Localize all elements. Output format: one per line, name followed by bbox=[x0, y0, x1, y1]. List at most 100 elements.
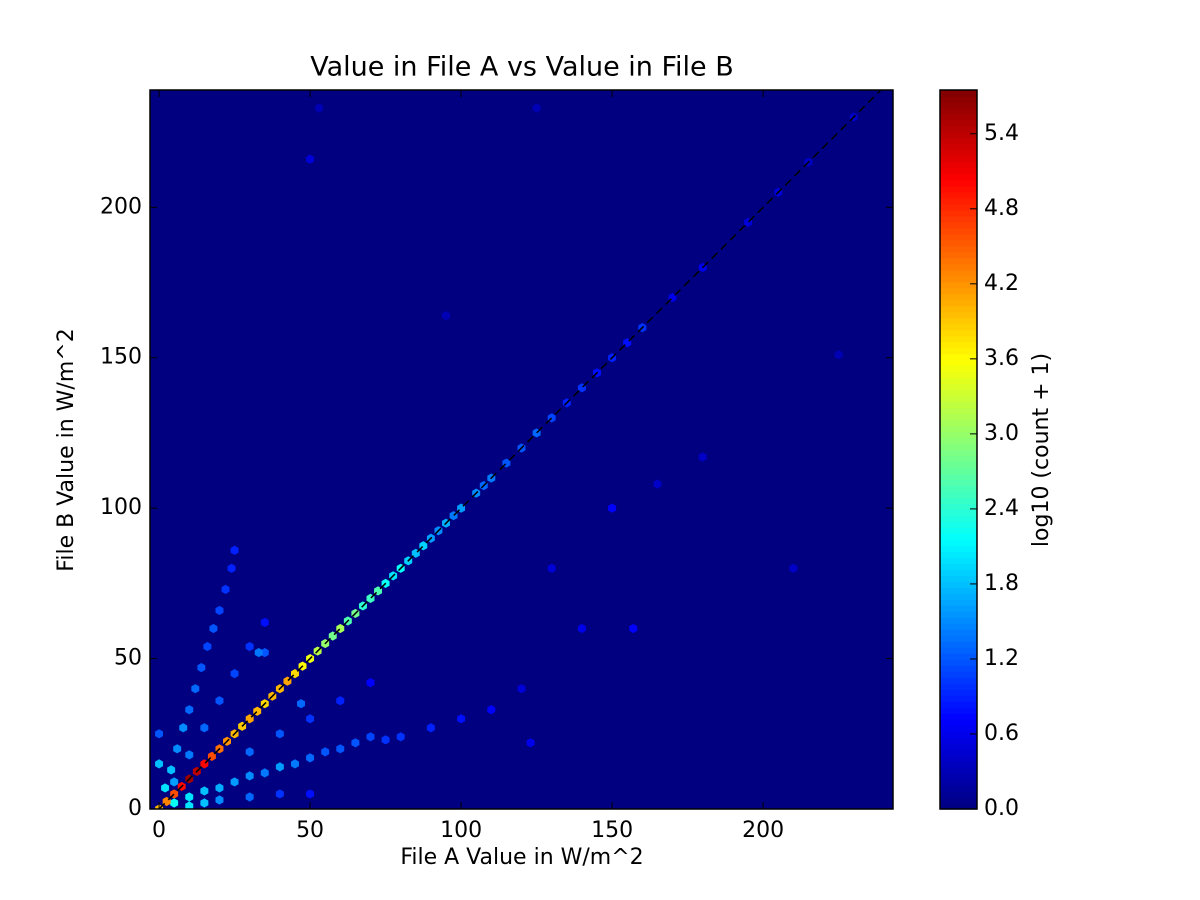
hexbin-cell bbox=[227, 563, 236, 573]
colorbar-segment bbox=[940, 527, 977, 534]
colorbar-segment bbox=[940, 449, 977, 457]
x-tick-label: 100 bbox=[440, 818, 482, 843]
hexbin-cell bbox=[215, 795, 224, 805]
colorbar-segment bbox=[940, 689, 977, 696]
colorbar-tick-label: 3.6 bbox=[984, 346, 1019, 371]
colorbar-segment bbox=[940, 407, 977, 415]
colorbar-segment bbox=[940, 719, 977, 726]
colorbar-segment bbox=[940, 677, 977, 684]
hexbin-cell bbox=[260, 617, 269, 628]
colorbar-segment bbox=[940, 293, 977, 301]
colorbar-segment bbox=[940, 125, 977, 133]
hexbin-cell bbox=[260, 768, 269, 778]
colorbar-frame bbox=[939, 89, 978, 810]
hexbin-cell bbox=[306, 154, 315, 164]
hexbin-cell bbox=[315, 103, 324, 113]
hexbin-cell bbox=[321, 747, 330, 757]
colorbar-segment bbox=[940, 671, 977, 678]
hexbin-cell bbox=[336, 744, 345, 754]
colorbar-segment bbox=[940, 659, 977, 666]
colorbar-segment bbox=[940, 107, 977, 115]
colorbar-segment bbox=[940, 509, 977, 517]
colorbar-segment bbox=[940, 701, 977, 708]
colorbar-segment bbox=[940, 179, 977, 187]
hexbin-cell bbox=[173, 744, 182, 754]
hexbin-cell bbox=[290, 759, 299, 769]
colorbar-segment bbox=[940, 419, 977, 427]
colorbar-segment bbox=[940, 563, 977, 570]
colorbar-segment bbox=[940, 119, 977, 127]
colorbar-segment bbox=[940, 413, 977, 421]
colorbar-segment bbox=[940, 551, 977, 558]
colorbar-segment bbox=[940, 425, 977, 433]
colorbar-segment bbox=[940, 473, 977, 481]
colorbar-tick-label: 2.4 bbox=[984, 496, 1019, 521]
colorbar-tick-label: 5.4 bbox=[984, 121, 1019, 146]
hexbin-cell bbox=[608, 503, 617, 513]
x-tick-label: 200 bbox=[742, 818, 784, 843]
colorbar-segment bbox=[940, 401, 977, 409]
colorbar-segment bbox=[940, 617, 977, 624]
hexbin-cell bbox=[209, 623, 218, 634]
colorbar-segment bbox=[940, 269, 977, 277]
colorbar-segment bbox=[940, 149, 977, 157]
colorbar-segment bbox=[940, 173, 977, 181]
hexbin-cell bbox=[215, 696, 224, 706]
chart-title: Value in File A vs Value in File B bbox=[310, 52, 734, 83]
hexbin-cell bbox=[170, 798, 179, 808]
hexbin-cell bbox=[179, 723, 188, 733]
hexbin-cell bbox=[526, 738, 535, 748]
colorbar-segment bbox=[940, 185, 977, 193]
colorbar-segment bbox=[940, 113, 977, 121]
hexbin-cell bbox=[203, 641, 212, 652]
colorbar-tick-label: 4.2 bbox=[984, 271, 1019, 296]
colorbar-segment bbox=[940, 521, 977, 528]
colorbar-segment bbox=[940, 131, 977, 139]
hexbin-cell bbox=[547, 563, 556, 573]
colorbar-segment bbox=[940, 359, 977, 367]
x-tick-label: 0 bbox=[152, 818, 166, 843]
colorbar-segment bbox=[940, 233, 977, 241]
y-tick-label: 200 bbox=[100, 194, 142, 219]
colorbar-label: log10 (count + 1) bbox=[1029, 353, 1054, 547]
hexbin-cell bbox=[517, 684, 526, 694]
colorbar-segment bbox=[940, 90, 977, 97]
colorbar-segment bbox=[940, 557, 977, 564]
y-tick-label: 0 bbox=[128, 796, 142, 821]
y-tick-label: 150 bbox=[100, 345, 142, 370]
colorbar-segment bbox=[940, 641, 977, 648]
colorbar-segment bbox=[940, 707, 977, 714]
colorbar-segment bbox=[940, 383, 977, 391]
y-axis-label: File B Value in W/m^2 bbox=[54, 328, 79, 571]
colorbar-segment bbox=[940, 539, 977, 546]
colorbar-segment bbox=[940, 167, 977, 175]
colorbar-segment bbox=[940, 245, 977, 253]
colorbar-segment bbox=[940, 695, 977, 702]
colorbar-segment bbox=[940, 767, 977, 774]
colorbar-segment bbox=[940, 761, 977, 768]
hexbin-cell bbox=[185, 705, 194, 715]
colorbar-segment bbox=[940, 515, 977, 522]
colorbar-tick-label: 1.8 bbox=[984, 571, 1019, 596]
hexbin-cell bbox=[200, 723, 209, 733]
colorbar-segment bbox=[940, 779, 977, 786]
hexbin-cell bbox=[230, 777, 239, 787]
colorbar-segment bbox=[940, 251, 977, 259]
colorbar-segment bbox=[940, 437, 977, 445]
colorbar-segment bbox=[940, 155, 977, 163]
colorbar-segment bbox=[940, 287, 977, 295]
y-tick-label: 100 bbox=[100, 495, 142, 520]
hexbin-cell bbox=[629, 623, 638, 634]
y-tick-label: 50 bbox=[114, 646, 142, 671]
hexbin-cell bbox=[155, 759, 164, 769]
hexbin-cell bbox=[275, 729, 284, 739]
colorbar-segment bbox=[940, 503, 977, 511]
colorbar-segment bbox=[940, 713, 977, 720]
identity-line bbox=[158, 90, 882, 809]
hexbin-cell bbox=[185, 792, 194, 802]
colorbar-tick-label: 0.6 bbox=[984, 721, 1019, 746]
plot-frame bbox=[149, 89, 894, 810]
colorbar-segment bbox=[940, 683, 977, 690]
hexbin-cell bbox=[306, 789, 315, 799]
hexbin-cell bbox=[245, 747, 254, 757]
